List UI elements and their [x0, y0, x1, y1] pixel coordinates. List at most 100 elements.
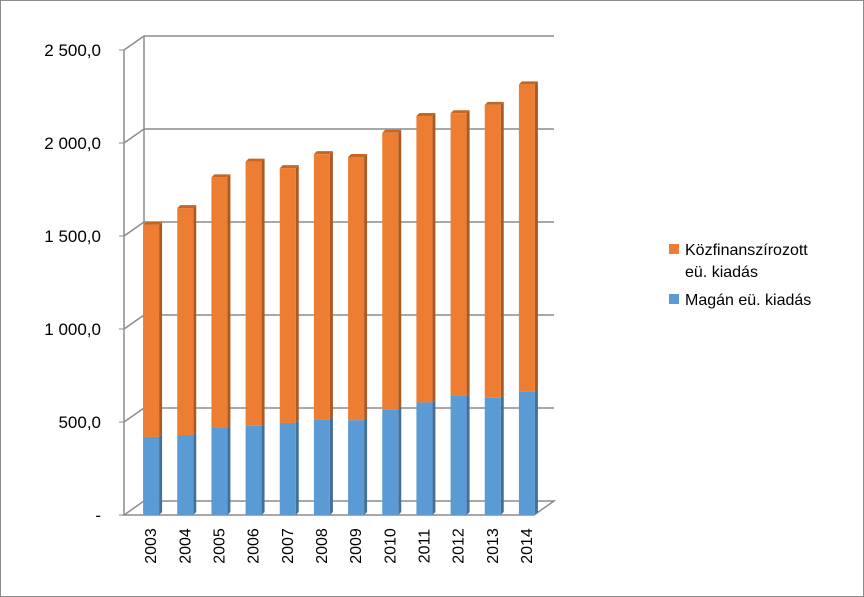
bar-front	[484, 104, 501, 398]
x-tick-label: 2005	[211, 528, 228, 564]
x-tick-label: 2012	[451, 528, 468, 564]
bar-front	[279, 422, 296, 515]
y-tick-label: -	[95, 506, 101, 525]
x-tick-label: 2003	[143, 528, 160, 564]
bar-2003-kozfinanszirozott	[143, 221, 163, 437]
y-tick-label: 2 500,0	[44, 41, 101, 60]
bar-2012-magan	[450, 392, 470, 515]
y-tick-label: 1 500,0	[44, 227, 101, 246]
bar-side	[329, 151, 333, 420]
bar-2013-magan	[484, 394, 504, 515]
x-tick-label: 2008	[314, 528, 331, 564]
bar-side	[329, 416, 333, 515]
bar-top	[484, 101, 504, 105]
bar-2014-kozfinanszirozott	[518, 81, 538, 392]
bar-2005-magan	[211, 424, 231, 515]
bar-front	[348, 156, 365, 421]
bar-side	[227, 424, 231, 515]
y-tick-label: 500,0	[58, 413, 101, 432]
legend-swatch	[669, 244, 679, 254]
x-tick-label: 2007	[280, 528, 297, 564]
bar-2012-kozfinanszirozott	[450, 110, 470, 396]
bar-2009-magan	[348, 417, 368, 515]
bar-front	[211, 177, 228, 428]
x-tick-label: 2013	[485, 528, 502, 564]
bar-front	[484, 397, 501, 515]
legend-swatch	[669, 294, 679, 304]
bar-top	[177, 205, 197, 209]
bar-2004-kozfinanszirozott	[177, 205, 197, 436]
bar-side	[295, 419, 299, 515]
bar-front	[382, 409, 399, 515]
bar-side	[261, 158, 265, 426]
bar-front	[313, 419, 330, 515]
bar-top	[211, 174, 231, 178]
bars	[143, 81, 538, 515]
bar-front	[245, 425, 262, 515]
bar-front	[177, 208, 194, 436]
bar-front	[416, 402, 433, 515]
x-tick-label: 2004	[177, 528, 194, 564]
legend: Közfinanszírozott eü. kiadás Magán eü. kia…	[669, 242, 811, 309]
x-tick-label: 2009	[348, 528, 365, 564]
bar-side	[534, 388, 538, 515]
bar-top	[245, 158, 265, 162]
bar-side	[295, 165, 299, 423]
bar-2010-kozfinanszirozott	[382, 129, 402, 410]
bar-side	[159, 433, 163, 515]
bar-2010-magan	[382, 406, 402, 515]
bar-top	[382, 129, 402, 133]
bar-side	[261, 422, 265, 515]
bar-side	[193, 205, 197, 436]
bar-side	[500, 101, 504, 398]
bar-side	[466, 110, 470, 396]
bar-top	[313, 151, 333, 155]
x-axis-tick-labels: 2003 2004 2005 2006 2007 2008 2009 2010 2011 2012…	[143, 528, 536, 564]
bar-2003-magan	[143, 433, 163, 515]
bar-front	[143, 224, 160, 437]
bar-2006-magan	[245, 422, 265, 515]
legend-entry: Közfinanszírozott eü. kiadás	[669, 242, 808, 281]
bar-top	[450, 110, 470, 114]
bar-top	[518, 81, 538, 85]
bar-top	[416, 113, 436, 117]
y-axis-tick-labels: - 500,0 1 000,0 1 500,0 2 000,0 2 500,0	[44, 41, 101, 525]
bar-front	[450, 113, 467, 396]
bar-2007-kozfinanszirozott	[279, 165, 299, 423]
bar-2007-magan	[279, 419, 299, 515]
bar-front	[177, 435, 194, 515]
x-tick-label: 2006	[246, 528, 263, 564]
bar-side	[432, 399, 436, 515]
bar-front	[450, 395, 467, 515]
bar-2004-magan	[177, 432, 197, 515]
bar-front	[211, 427, 228, 515]
bar-2011-kozfinanszirozott	[416, 113, 436, 403]
bar-top	[348, 153, 368, 157]
bar-side	[398, 406, 402, 515]
y-tick-label: 1 000,0	[44, 320, 101, 339]
bar-top	[279, 165, 299, 169]
bar-side	[398, 129, 402, 410]
bar-side	[466, 392, 470, 515]
bar-2008-kozfinanszirozott	[313, 151, 333, 420]
bar-side	[500, 394, 504, 515]
bar-front	[313, 154, 330, 420]
bar-2006-kozfinanszirozott	[245, 158, 265, 426]
legend-label: eü. kiadás	[685, 264, 758, 281]
legend-label: Magán eü. kiadás	[685, 292, 811, 309]
bar-2014-magan	[518, 388, 538, 515]
bar-side	[159, 221, 163, 437]
bar-front	[382, 132, 399, 410]
bar-side	[364, 153, 368, 421]
bar-side	[227, 174, 231, 428]
bar-side	[534, 81, 538, 392]
bar-side	[193, 432, 197, 515]
bar-side	[432, 113, 436, 403]
bar-2009-kozfinanszirozott	[348, 153, 368, 421]
bar-2008-magan	[313, 416, 333, 515]
y-tick-label: 2 000,0	[44, 134, 101, 153]
bar-front	[348, 420, 365, 515]
bar-front	[143, 436, 160, 515]
